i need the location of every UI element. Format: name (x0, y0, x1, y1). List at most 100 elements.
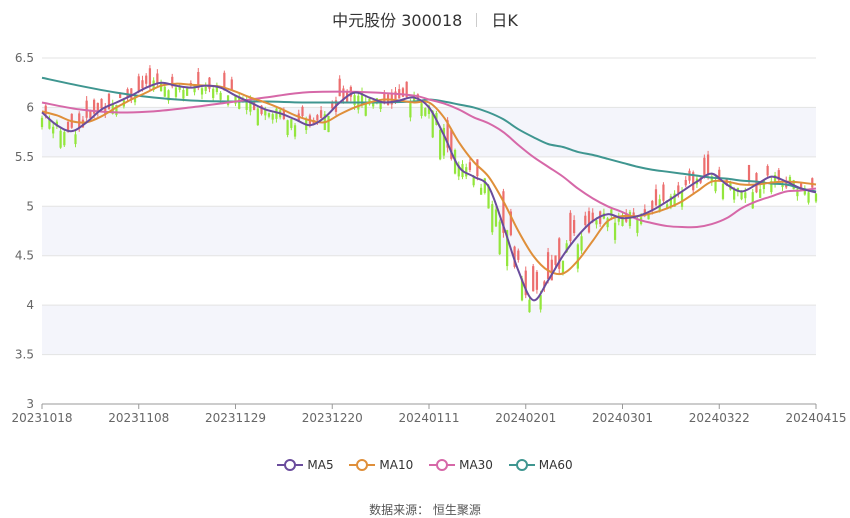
candle-body (628, 211, 632, 226)
candle-body (714, 180, 717, 192)
legend-label-ma5: MA5 (307, 458, 334, 472)
candle-body (610, 209, 613, 216)
candle-body (587, 211, 591, 233)
candle-body (576, 244, 579, 269)
candle-body (591, 212, 594, 221)
candle-body (669, 196, 672, 207)
legend-item-ma30[interactable]: MA30 (429, 458, 493, 472)
y-tick-label: 5 (26, 199, 34, 213)
candle-body (799, 183, 803, 190)
candle-body (446, 120, 449, 148)
candle-body (747, 165, 751, 182)
candle-body (327, 115, 330, 133)
candle-body (379, 102, 382, 110)
candle-body (476, 159, 479, 177)
candle-body (204, 86, 207, 91)
candle-body (59, 130, 62, 148)
title-separator (476, 13, 478, 27)
candle-body (491, 204, 494, 233)
candle-body (524, 270, 527, 296)
candle-body (580, 236, 583, 251)
candle-body (680, 191, 684, 207)
candle-body (267, 113, 271, 117)
candle-body (636, 219, 639, 233)
candle-body (230, 79, 233, 91)
candle-body (342, 88, 345, 100)
candle-body (472, 177, 475, 186)
candle-body (405, 81, 408, 98)
candle-body (770, 181, 773, 193)
candle-body (182, 89, 185, 99)
candle-body (513, 246, 516, 267)
x-tick-label: 20240301 (592, 411, 653, 425)
ma-line-ma60 (41, 76, 817, 193)
candle-body (104, 106, 107, 115)
legend-item-ma10[interactable]: MA10 (349, 458, 413, 472)
candle-body (773, 175, 777, 185)
candle-body (427, 105, 431, 114)
candle-body (643, 209, 646, 216)
candle-body (133, 96, 137, 103)
candle-body (364, 101, 367, 116)
candle-body (803, 188, 806, 195)
grid-band (42, 305, 816, 355)
candle-body (63, 132, 66, 146)
candle-body (666, 204, 669, 209)
candle-body (115, 104, 118, 116)
candle-body (219, 92, 222, 100)
candle-body (706, 154, 710, 175)
y-tick-label: 3 (26, 397, 34, 411)
x-tick-label: 20231129 (205, 411, 266, 425)
candle-body (316, 115, 319, 121)
candle-body (78, 113, 81, 128)
candle-body (647, 214, 650, 220)
candle-body (569, 212, 572, 242)
candle-body (167, 90, 170, 101)
candle-body (193, 85, 196, 93)
candle-body (264, 109, 267, 116)
candle-body (517, 250, 520, 260)
candle-body (550, 259, 553, 281)
candle-body (360, 91, 364, 105)
candle-body (662, 184, 665, 201)
candle-body (372, 101, 375, 107)
candle-body (174, 87, 178, 97)
candle-body (96, 102, 99, 112)
chart-title: 中元股份 300018 日K (0, 7, 850, 31)
candle-body (677, 185, 680, 193)
candle-body (654, 189, 658, 206)
y-tick-label: 3.5 (15, 348, 34, 362)
candle-body (595, 220, 598, 225)
candle-body (561, 260, 565, 274)
candle-body (290, 119, 293, 128)
candle-body (450, 129, 453, 159)
legend-item-ma60[interactable]: MA60 (508, 458, 573, 472)
candle-body (394, 91, 397, 101)
candle-body (66, 121, 70, 132)
candle-body (684, 179, 687, 186)
candle-body (502, 191, 505, 233)
y-tick-label: 5.5 (15, 150, 34, 164)
candle-body (215, 85, 219, 93)
candle-body (465, 167, 468, 177)
legend-label-ma60: MA60 (538, 458, 573, 472)
source-label: 数据来源： (369, 503, 430, 517)
candle-body (145, 75, 148, 84)
candle-body (721, 183, 725, 199)
candle-body (796, 189, 799, 197)
candle-body (226, 95, 230, 105)
candle-body (401, 88, 405, 97)
source-provider: 恒生聚源 (432, 503, 481, 517)
candle-body (156, 73, 159, 84)
candle-body (457, 165, 460, 177)
candle-body (532, 266, 535, 292)
candle-body (539, 295, 542, 310)
candle-body (777, 170, 780, 181)
x-tick-label: 20240111 (398, 411, 459, 425)
legend-item-ma5[interactable]: MA5 (277, 458, 334, 472)
candle-body (632, 212, 635, 217)
candle-body (688, 170, 691, 181)
candle-body (546, 252, 550, 279)
candle-body (89, 111, 92, 119)
